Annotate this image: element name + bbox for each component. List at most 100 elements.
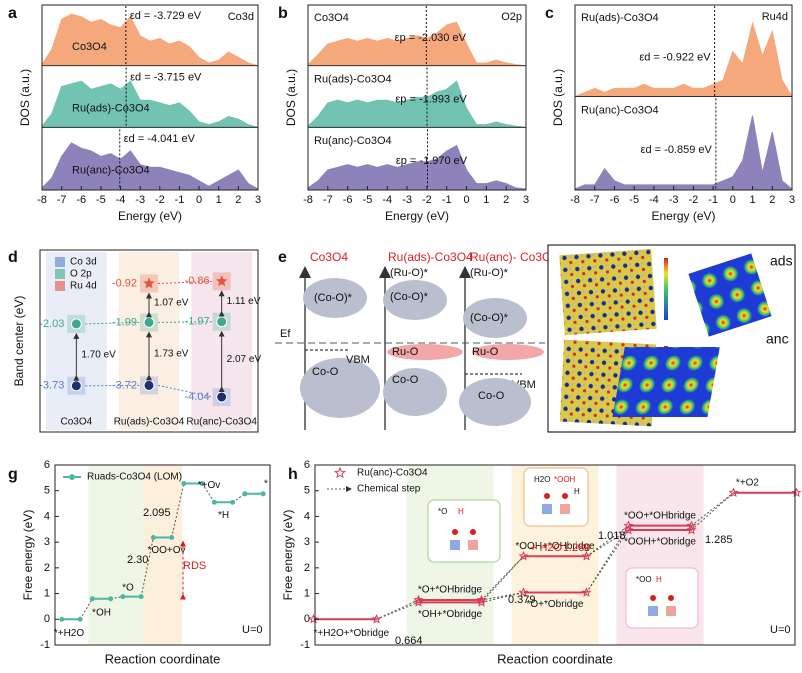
marker bbox=[216, 275, 228, 287]
y-axis-label: DOS (a.u.) bbox=[551, 69, 565, 126]
y-tick-label: 0 bbox=[44, 613, 50, 625]
plot-frame bbox=[41, 4, 259, 191]
panel-letter: c bbox=[545, 5, 554, 22]
level-marker bbox=[308, 614, 319, 624]
connector bbox=[157, 321, 213, 323]
band-center-label: εp = -1.993 eV bbox=[395, 93, 467, 105]
x-tick-label: -4 bbox=[649, 194, 659, 206]
orbital-label: Ru-O bbox=[472, 346, 499, 358]
level-marker bbox=[138, 594, 144, 600]
annotation: 2.095 bbox=[143, 507, 171, 519]
connector bbox=[586, 529, 629, 593]
panel-letter: d bbox=[8, 249, 18, 266]
gap-label: 1.70 eV bbox=[81, 349, 116, 360]
x-tick-label: -1 bbox=[442, 194, 452, 206]
level-marker bbox=[108, 596, 114, 602]
inset-label: *OO bbox=[636, 575, 652, 584]
plot-frame bbox=[307, 4, 527, 191]
x-axis-label: Reaction coordinate bbox=[105, 651, 221, 666]
inset-label: *O bbox=[438, 507, 447, 516]
series-name: Ru(ads)-Co3O4 bbox=[314, 74, 392, 86]
level-label: *OH+*Obridge bbox=[418, 609, 483, 620]
inset-label: H bbox=[458, 507, 464, 516]
level-marker bbox=[413, 597, 424, 607]
panel-title: Ru4d bbox=[762, 11, 788, 23]
x-tick-label: -6 bbox=[343, 194, 353, 206]
x-axis-label: Energy (eV) bbox=[651, 209, 715, 223]
orbital-label: Co-O bbox=[392, 374, 419, 386]
inset-label: H bbox=[574, 487, 580, 496]
legend-label: Co 3d bbox=[70, 257, 97, 268]
level-label: *O+*Obridge bbox=[527, 599, 584, 610]
panel-letter: b bbox=[278, 5, 288, 22]
legend-label: O 2p bbox=[70, 269, 92, 280]
level-marker bbox=[623, 520, 634, 530]
x-tick-label: -1 bbox=[175, 194, 185, 206]
marker bbox=[143, 379, 155, 391]
panel-letter: g bbox=[8, 466, 18, 483]
x-tick-label: -2 bbox=[422, 194, 432, 206]
inset-atom bbox=[470, 529, 476, 535]
y-axis-label: Free energy (eV) bbox=[21, 510, 35, 601]
value-label: -4.04 bbox=[185, 391, 210, 403]
level-label: *+Ov bbox=[198, 480, 221, 491]
inset-atom bbox=[450, 540, 460, 550]
level-marker bbox=[89, 596, 95, 602]
gap-label: 1.73 eV bbox=[154, 349, 189, 360]
level-marker bbox=[59, 616, 65, 622]
value-label: -1.99 bbox=[112, 316, 137, 328]
band-center-label: εd = -0.859 eV bbox=[641, 144, 713, 156]
x-tick-label: 3 bbox=[523, 194, 529, 206]
y-tick-label: 6 bbox=[44, 459, 50, 471]
legend-swatch bbox=[55, 281, 65, 291]
orbital bbox=[472, 344, 544, 360]
inset bbox=[427, 499, 501, 563]
x-tick-label: 2 bbox=[503, 194, 509, 206]
y-tick-label: 2 bbox=[44, 562, 50, 574]
orbital-label: (Co-O)* bbox=[314, 292, 353, 304]
series-name: Co3O4 bbox=[72, 41, 107, 53]
plot-frame bbox=[314, 464, 796, 646]
inset-label: H bbox=[656, 575, 662, 584]
x-tick-label: -8 bbox=[303, 194, 313, 206]
x-tick-label: -5 bbox=[96, 194, 106, 206]
inset bbox=[523, 467, 589, 527]
orbital-label: Ru-O bbox=[392, 346, 419, 358]
stage-shade bbox=[88, 465, 146, 645]
level-marker bbox=[686, 524, 697, 535]
x-tick-label: 2 bbox=[235, 194, 241, 206]
inset-atom bbox=[560, 504, 570, 514]
orbital-label: (Ru-O)* bbox=[390, 267, 429, 279]
legend-label: Chemical step bbox=[357, 484, 421, 495]
level-label: *OO+*OHbridge bbox=[624, 510, 696, 521]
inset-atom bbox=[544, 493, 550, 499]
value-label: -3.73 bbox=[39, 380, 64, 392]
series-name: Ru(anc)-Co3O4 bbox=[581, 104, 659, 116]
band-center-label: εd = -0.922 eV bbox=[639, 52, 711, 64]
inset-atom bbox=[468, 540, 478, 550]
panel-f: f ads anc bbox=[547, 244, 796, 433]
inset-atom bbox=[650, 595, 656, 601]
level-marker bbox=[242, 491, 248, 497]
level-label: * bbox=[264, 478, 268, 489]
annotation: 0.664 bbox=[395, 635, 423, 647]
level-label: *O bbox=[122, 582, 134, 593]
legend-label: Ru 4d bbox=[70, 281, 97, 292]
x-tick-label: -7 bbox=[323, 194, 333, 206]
inset-atom bbox=[452, 529, 458, 535]
plot-frame bbox=[54, 464, 271, 646]
column-title: Co3O4 bbox=[310, 250, 348, 264]
x-tick-label: -6 bbox=[76, 194, 86, 206]
inset-atom bbox=[668, 595, 674, 601]
panel-title: Co3d bbox=[228, 11, 254, 23]
series-name: Ru(anc)-Co3O4 bbox=[314, 135, 392, 147]
x-tick-label: 0 bbox=[730, 194, 736, 206]
x-tick-label: 0 bbox=[463, 194, 469, 206]
orbital bbox=[300, 358, 380, 418]
y-axis-label: DOS (a.u.) bbox=[18, 69, 32, 126]
value-label: -0.86 bbox=[185, 275, 210, 287]
orbital bbox=[387, 344, 463, 360]
level-marker bbox=[211, 499, 217, 505]
band-center-label: εp = -1.970 eV bbox=[396, 155, 468, 167]
